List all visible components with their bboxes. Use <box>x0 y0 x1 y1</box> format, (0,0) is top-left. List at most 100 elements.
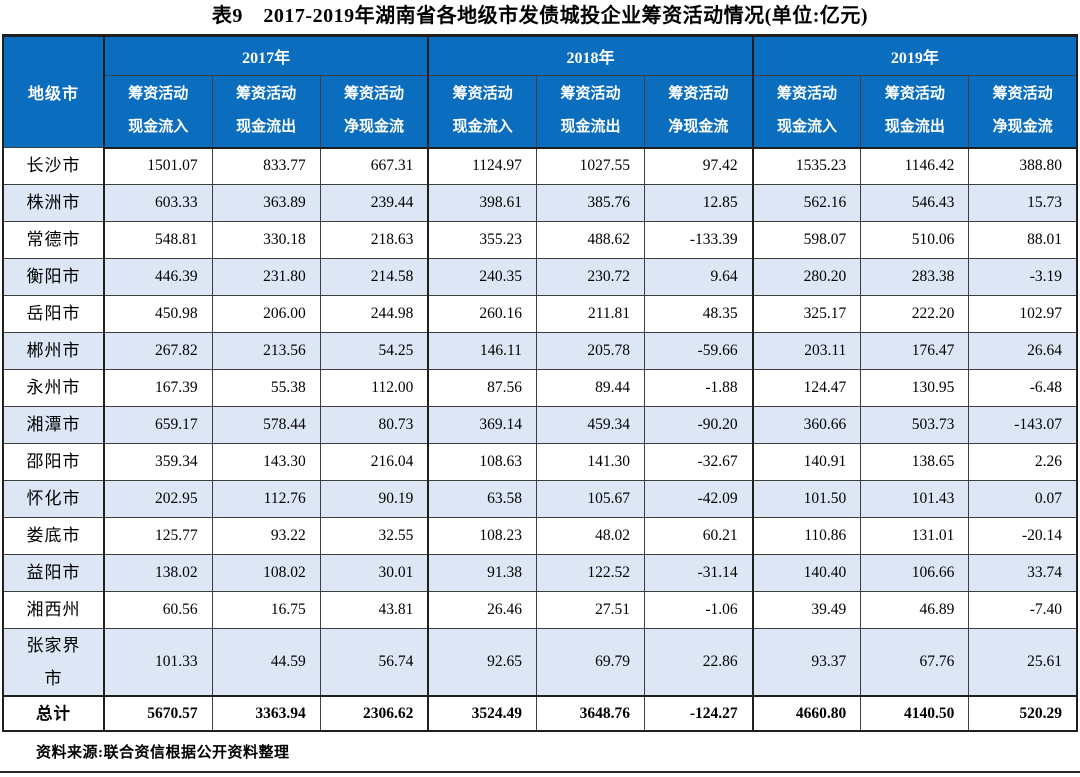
value-cell: 203.11 <box>751 332 862 370</box>
value-cell: 32.55 <box>319 517 429 555</box>
value-cell: 92.65 <box>427 628 537 697</box>
value-cell: -1.06 <box>644 591 754 629</box>
sub-header-line1: 筹资活动 <box>128 85 189 102</box>
value-cell: 48.02 <box>535 517 646 555</box>
city-label: 益阳市 <box>26 563 81 583</box>
column-header-city: 地级市 <box>2 35 105 148</box>
value-cell: 1501.07 <box>102 147 213 185</box>
city-label: 常德市 <box>26 230 81 250</box>
value-cell: 101.43 <box>860 480 970 518</box>
value-cell: 5670.57 <box>102 695 213 733</box>
value-cell: 267.82 <box>102 332 213 370</box>
value-cell: 548.81 <box>102 221 213 259</box>
source-note: 资料来源:联合资信根据公开资料整理 <box>36 745 290 762</box>
table-row: 郴州市 267.82 213.56 54.25 146.11 205.78 -59.66 20… <box>2 332 1078 370</box>
city-label: 岳阳市 <box>26 304 81 324</box>
table-row: 长沙市 1501.07 833.77 667.31 1124.97 1027.55 97.4… <box>2 147 1078 185</box>
value-cell: 26.46 <box>427 591 537 629</box>
value-cell: 503.73 <box>860 406 970 444</box>
value-cell: 56.74 <box>319 628 429 697</box>
table-header: 地级市 2017年 2018年 2019年 筹资活动 现金流入 筹资活动 现金流… <box>2 35 1078 149</box>
value-cell: 93.37 <box>751 628 862 697</box>
value-cell: 3524.49 <box>427 695 537 733</box>
value-cell: 130.95 <box>860 369 970 407</box>
table-row: 永州市 167.39 55.38 112.00 87.56 89.44 -1.88 124.4… <box>2 369 1078 407</box>
city-label: 张家界市 <box>26 636 81 689</box>
city-cell: 益阳市 <box>2 554 105 592</box>
table-row: 张家界市 101.33 44.59 56.74 92.65 69.79 22.86 93.37… <box>2 628 1078 697</box>
value-cell: 124.47 <box>751 369 862 407</box>
value-cell: 112.76 <box>211 480 321 518</box>
city-label: 总计 <box>36 703 71 723</box>
value-cell: 90.19 <box>319 480 429 518</box>
value-cell: 140.91 <box>751 443 862 481</box>
value-cell: 138.02 <box>102 554 213 592</box>
sub-header-line1: 筹资活动 <box>452 85 513 102</box>
value-cell: 88.01 <box>968 221 1078 259</box>
sub-header-line2: 现金流入 <box>452 119 513 136</box>
value-cell: 211.81 <box>535 295 646 333</box>
total-row: 总计 5670.57 3363.94 2306.62 3524.49 3648.76 -12… <box>2 695 1078 733</box>
column-header-2018-outflow: 筹资活动 现金流出 <box>535 75 646 149</box>
value-cell: 667.31 <box>319 147 429 185</box>
value-cell: 231.80 <box>211 258 321 296</box>
value-cell: 398.61 <box>427 184 537 222</box>
value-cell: 55.38 <box>211 369 321 407</box>
column-header-2019-inflow: 筹资活动 现金流入 <box>751 75 862 149</box>
value-cell: 54.25 <box>319 332 429 370</box>
value-cell: 101.33 <box>102 628 213 697</box>
value-cell: 385.76 <box>535 184 646 222</box>
value-cell: 2306.62 <box>319 695 429 733</box>
city-cell: 株洲市 <box>2 184 105 222</box>
value-cell: 1027.55 <box>535 147 646 185</box>
city-label: 永州市 <box>26 378 81 398</box>
value-cell: 106.66 <box>860 554 970 592</box>
value-cell: 43.81 <box>319 591 429 629</box>
value-cell: 244.98 <box>319 295 429 333</box>
value-cell: 143.30 <box>211 443 321 481</box>
table-row: 株洲市 603.33 363.89 239.44 398.61 385.76 12.85 56… <box>2 184 1078 222</box>
sub-header-line1: 筹资活动 <box>236 85 297 102</box>
value-cell: -3.19 <box>968 258 1078 296</box>
table-row: 岳阳市 450.98 206.00 244.98 260.16 211.81 48.35 32… <box>2 295 1078 333</box>
column-group-2019: 2019年 <box>751 35 1078 76</box>
value-cell: -133.39 <box>644 221 754 259</box>
sub-header-line1: 筹资活动 <box>560 85 621 102</box>
value-cell: -32.67 <box>644 443 754 481</box>
value-cell: 3648.76 <box>535 695 646 733</box>
value-cell: 230.72 <box>535 258 646 296</box>
sub-header-line2: 现金流入 <box>776 119 837 136</box>
value-cell: 22.86 <box>644 628 754 697</box>
city-label: 长沙市 <box>26 156 81 176</box>
sub-header-line2: 净现金流 <box>668 119 729 136</box>
city-cell: 衡阳市 <box>2 258 105 296</box>
column-header-2019-outflow: 筹资活动 现金流出 <box>860 75 970 149</box>
value-cell: 562.16 <box>751 184 862 222</box>
value-cell: 9.64 <box>644 258 754 296</box>
bottom-rule <box>0 771 1080 774</box>
value-cell: 578.44 <box>211 406 321 444</box>
table-title: 表9 2017-2019年湖南省各地级市发债城投企业筹资活动情况(单位:亿元) <box>211 5 869 27</box>
column-header-2017-outflow: 筹资活动 现金流出 <box>211 75 321 149</box>
value-cell: 459.34 <box>535 406 646 444</box>
value-cell: 2.26 <box>968 443 1078 481</box>
value-cell: 60.56 <box>102 591 213 629</box>
value-cell: 112.00 <box>319 369 429 407</box>
value-cell: 12.85 <box>644 184 754 222</box>
value-cell: 101.50 <box>751 480 862 518</box>
value-cell: 1124.97 <box>427 147 537 185</box>
city-label: 湘潭市 <box>26 415 81 435</box>
value-cell: 603.33 <box>102 184 213 222</box>
city-label: 娄底市 <box>26 526 81 546</box>
value-cell: 3363.94 <box>211 695 321 733</box>
city-label: 邵阳市 <box>26 452 81 472</box>
value-cell: 330.18 <box>211 221 321 259</box>
column-header-2019-net: 筹资活动 净现金流 <box>968 75 1078 149</box>
column-group-2018: 2018年 <box>427 35 754 76</box>
value-cell: 280.20 <box>751 258 862 296</box>
value-cell: 33.74 <box>968 554 1078 592</box>
value-cell: 520.29 <box>968 695 1078 733</box>
table-row: 益阳市 138.02 108.02 30.01 91.38 122.52 -31.14 140… <box>2 554 1078 592</box>
value-cell: 488.62 <box>535 221 646 259</box>
value-cell: 239.44 <box>319 184 429 222</box>
